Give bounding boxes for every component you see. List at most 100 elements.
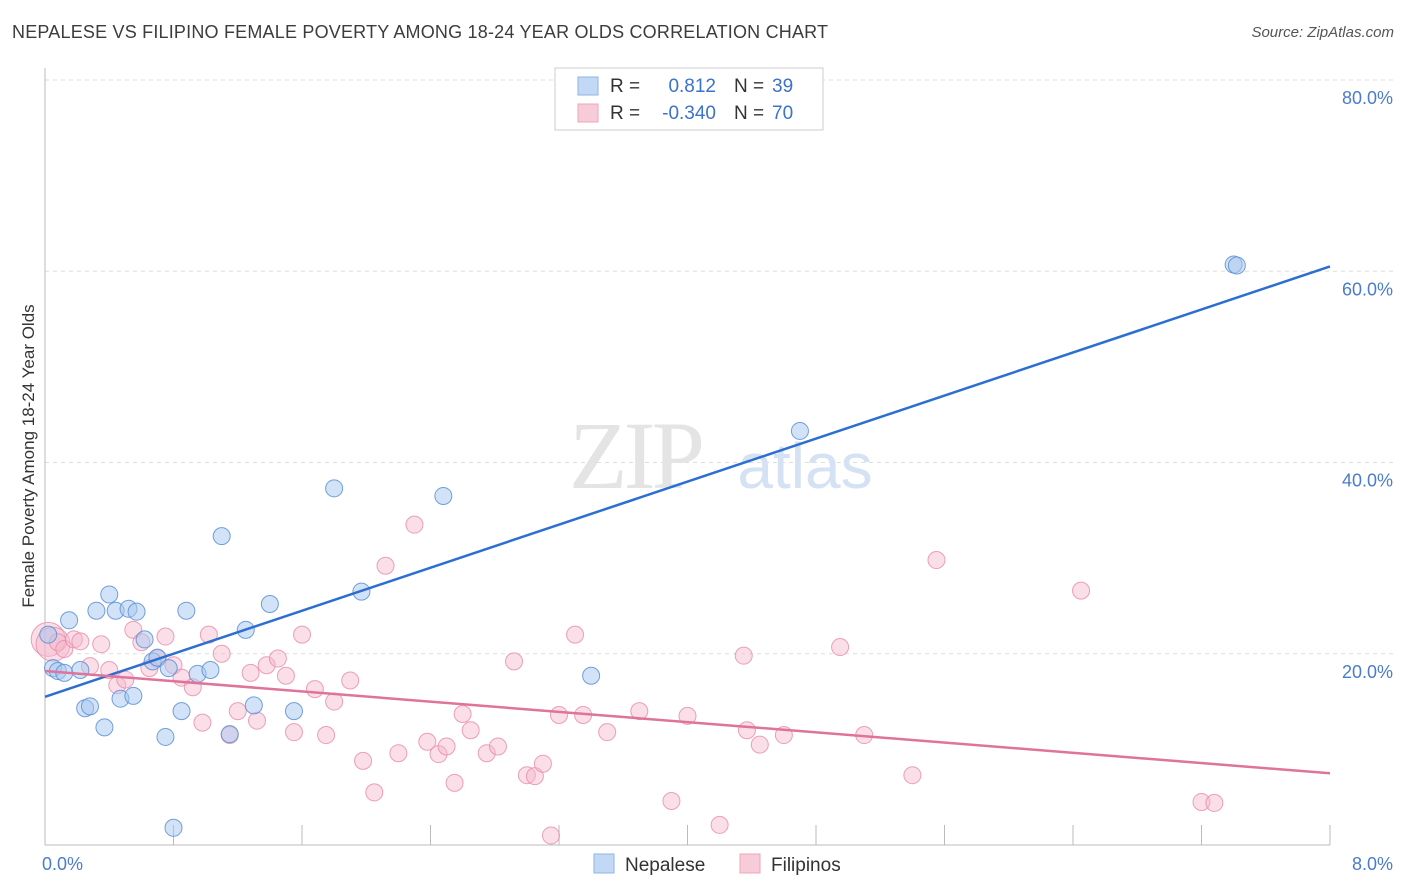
- stats-legend-box: [554, 67, 824, 131]
- legend-n-label-nepalese: N =: [734, 76, 764, 97]
- nepalese-point: [582, 666, 601, 685]
- nepalese-point: [284, 702, 303, 721]
- filipinos-point: [55, 639, 74, 658]
- filipinos-point: [376, 556, 395, 575]
- filipinos-point: [437, 737, 456, 756]
- source-label: Source: ZipAtlas.com: [1251, 24, 1394, 41]
- filipinos-point: [193, 713, 212, 732]
- series-legend-swatch-filipinos: [739, 853, 761, 874]
- legend-r-label-nepalese: R =: [610, 76, 640, 97]
- filipinos-point: [156, 627, 175, 646]
- x-tick-labels: 0.0% 8.0%: [42, 854, 1393, 874]
- nepalese-point: [790, 421, 809, 440]
- series-legend: Nepalese Filipinos: [593, 853, 841, 876]
- filipinos-point: [750, 735, 769, 754]
- filipinos-point: [1192, 792, 1211, 811]
- nepalese-point: [156, 727, 175, 746]
- nepalese-trend-line: [44, 265, 1331, 698]
- watermark-atlas: atlas: [737, 430, 872, 502]
- filipinos-point: [354, 751, 373, 770]
- legend-n-label-filipinos: N =: [734, 103, 764, 124]
- chart-title: NEPALESE VS FILIPINO FEMALE POVERTY AMON…: [12, 22, 829, 42]
- filipinos-trend-line: [44, 669, 1331, 775]
- filipinos-point: [284, 723, 303, 742]
- filipinos-point: [541, 826, 560, 845]
- filipinos-point: [389, 744, 408, 763]
- nepalese-point: [100, 585, 119, 604]
- legend-swatch-filipinos: [577, 103, 599, 123]
- nepalese-point: [80, 697, 99, 716]
- nepalese-point: [159, 659, 178, 678]
- filipinos-point: [276, 666, 295, 685]
- series-legend-label-nepalese: Nepalese: [625, 855, 705, 876]
- filipinos-point: [116, 670, 135, 689]
- filipinos-point: [1072, 581, 1091, 600]
- filipinos-point: [903, 766, 922, 785]
- filipinos-point: [64, 630, 83, 649]
- filipinos-point: [630, 702, 649, 721]
- x-tick-label: 0.0%: [42, 854, 83, 874]
- nepalese-point: [172, 702, 191, 721]
- filipinos-point: [405, 515, 424, 534]
- filipinos-point: [92, 635, 111, 654]
- filipinos-point: [268, 649, 287, 668]
- filipinos-point: [212, 644, 231, 663]
- filipinos-point: [445, 773, 464, 792]
- filipinos-point: [453, 704, 472, 723]
- filipinos-point: [241, 663, 260, 682]
- filipinos-point: [505, 652, 524, 671]
- nepalese-point: [434, 486, 453, 505]
- nepalese-point: [39, 625, 58, 644]
- filipinos-point: [365, 783, 384, 802]
- nepalese-point: [325, 479, 344, 498]
- filipinos-point: [678, 706, 697, 725]
- filipinos-point: [418, 732, 437, 751]
- filipinos-point: [341, 671, 360, 690]
- axes: [44, 68, 1331, 846]
- nepalese-point: [71, 661, 90, 680]
- nepalese-point: [135, 630, 154, 649]
- filipinos-point: [305, 680, 324, 699]
- legend-n-value-filipinos: 70: [772, 103, 793, 124]
- legend-r-label-filipinos: R =: [610, 103, 640, 124]
- filipinos-point: [488, 737, 507, 756]
- nepalese-point: [244, 696, 263, 715]
- filipinos-point: [662, 792, 681, 811]
- y-tick-labels: 20.0% 40.0% 60.0% 80.0%: [1342, 88, 1393, 682]
- y-tick-label: 60.0%: [1342, 279, 1393, 299]
- filipinos-point: [1205, 793, 1224, 812]
- legend-r-value-nepalese: 0.812: [668, 76, 716, 97]
- nepalese-point: [201, 661, 220, 680]
- filipinos-point: [248, 711, 267, 730]
- filipinos-point: [927, 551, 946, 570]
- grid-lines: [45, 79, 1395, 655]
- y-axis-label: Female Poverty Among 18-24 Year Olds: [19, 304, 38, 607]
- nepalese-points: [39, 255, 1246, 837]
- filipinos-point: [550, 705, 568, 724]
- y-tick-label: 20.0%: [1342, 662, 1393, 682]
- filipinos-points: [30, 515, 1224, 845]
- series-legend-swatch-nepalese: [593, 853, 615, 874]
- filipinos-point: [734, 646, 753, 665]
- stats-legend: R = 0.812 N = 39 R = -0.340 N = 70: [554, 67, 824, 131]
- nepalese-point: [124, 686, 143, 705]
- nepalese-point: [87, 601, 106, 620]
- series-legend-label-filipinos: Filipinos: [771, 855, 841, 876]
- filipinos-point: [257, 656, 276, 675]
- filipinos-point: [710, 815, 729, 834]
- nepalese-point: [95, 718, 114, 737]
- nepalese-point: [177, 601, 196, 620]
- filipinos-point: [317, 726, 336, 745]
- nepalese-point: [127, 602, 146, 621]
- nepalese-point: [164, 818, 183, 837]
- nepalese-point: [260, 595, 279, 614]
- nepalese-point: [220, 725, 239, 744]
- filipinos-point: [477, 744, 496, 763]
- x-tick-label: 8.0%: [1352, 854, 1393, 874]
- legend-r-value-filipinos: -0.340: [662, 103, 716, 124]
- legend-swatch-nepalese: [577, 76, 599, 96]
- nepalese-point: [1227, 256, 1246, 275]
- filipinos-point: [566, 625, 585, 644]
- filipinos-point: [461, 721, 480, 740]
- legend-n-value-nepalese: 39: [772, 76, 793, 97]
